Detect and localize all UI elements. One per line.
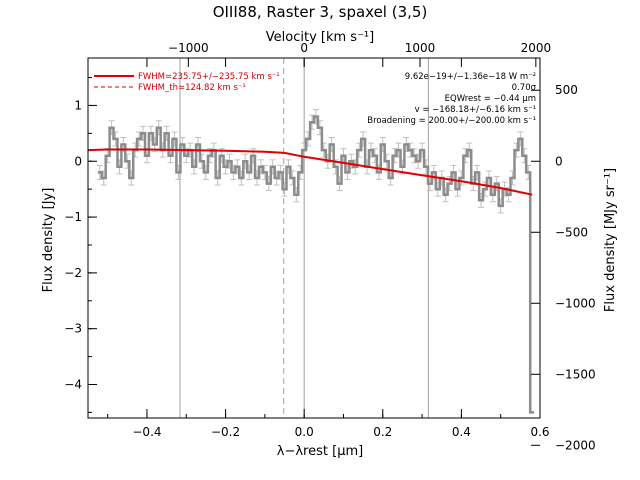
y2-tick-label: −500 <box>555 225 588 239</box>
y2-axis-label: Flux density [MJy sr⁻¹] <box>603 168 618 312</box>
legend-label-fwhm: FWHM=235.75+/−235.75 km s⁻¹ <box>138 72 280 82</box>
x2-tick-label: 0 <box>300 41 308 55</box>
y-tick-label: −4 <box>64 378 82 392</box>
y-tick-label: 1 <box>74 98 82 112</box>
x2-tick-label: 1000 <box>405 41 436 55</box>
annotation-line-broadening: Broadening = 200.00+/−200.00 km s⁻¹ <box>367 116 536 126</box>
y-tick-label: −3 <box>64 322 82 336</box>
x2-tick-label: 2000 <box>521 41 552 55</box>
annotation-line-eqw: EQWrest = −0.44 μm <box>445 94 536 104</box>
x-tick-label: 0.2 <box>373 425 392 439</box>
x-axis-label: λ−λrest [μm] <box>277 444 363 459</box>
annotation-line-velocity: v = −168.18+/−6.16 km s⁻¹ <box>415 105 536 115</box>
legend: FWHM=235.75+/−235.75 km s⁻¹ FWHM_th=124.… <box>94 72 280 93</box>
y2-tick-label: 500 <box>555 83 578 97</box>
y-axis-label: Flux density [Jy] <box>41 188 56 293</box>
plot-frame <box>87 57 541 419</box>
y2-tick-label: −2000 <box>555 438 596 452</box>
y-tick-label: −1 <box>64 210 82 224</box>
legend-label-fwhm-th: FWHM_th=124.82 km s⁻¹ <box>138 83 246 93</box>
x-tick-label: 0.0 <box>295 425 314 439</box>
x2-axis-label: Velocity [km s⁻¹] <box>266 30 374 45</box>
x-tick-label: −0.4 <box>132 425 161 439</box>
annotation-line-flux: 9.62e−19+/−1.36e−18 W m⁻² <box>405 72 536 82</box>
x-tick-label: 0.6 <box>530 425 549 439</box>
annotation-line-sigma: 0.70σ <box>512 83 537 93</box>
y2-tick-label: 0 <box>555 154 563 168</box>
x2-tick-label: −1000 <box>168 41 209 55</box>
annotation-block: 9.62e−19+/−1.36e−18 W m⁻² 0.70σ EQWrest … <box>367 72 536 126</box>
y2-tick-label: −1500 <box>555 367 596 381</box>
y-tick-label: −2 <box>64 266 82 280</box>
y-tick-label: 0 <box>74 154 82 168</box>
spectrum-series <box>96 109 535 414</box>
fit-line <box>87 148 533 196</box>
x-tick-label: −0.2 <box>211 425 240 439</box>
y2-tick-label: −1000 <box>555 296 596 310</box>
chart-title: OIII88, Raster 3, spaxel (3,5) <box>213 3 428 21</box>
spectrum-line <box>97 115 535 414</box>
x-tick-label: 0.4 <box>452 425 471 439</box>
